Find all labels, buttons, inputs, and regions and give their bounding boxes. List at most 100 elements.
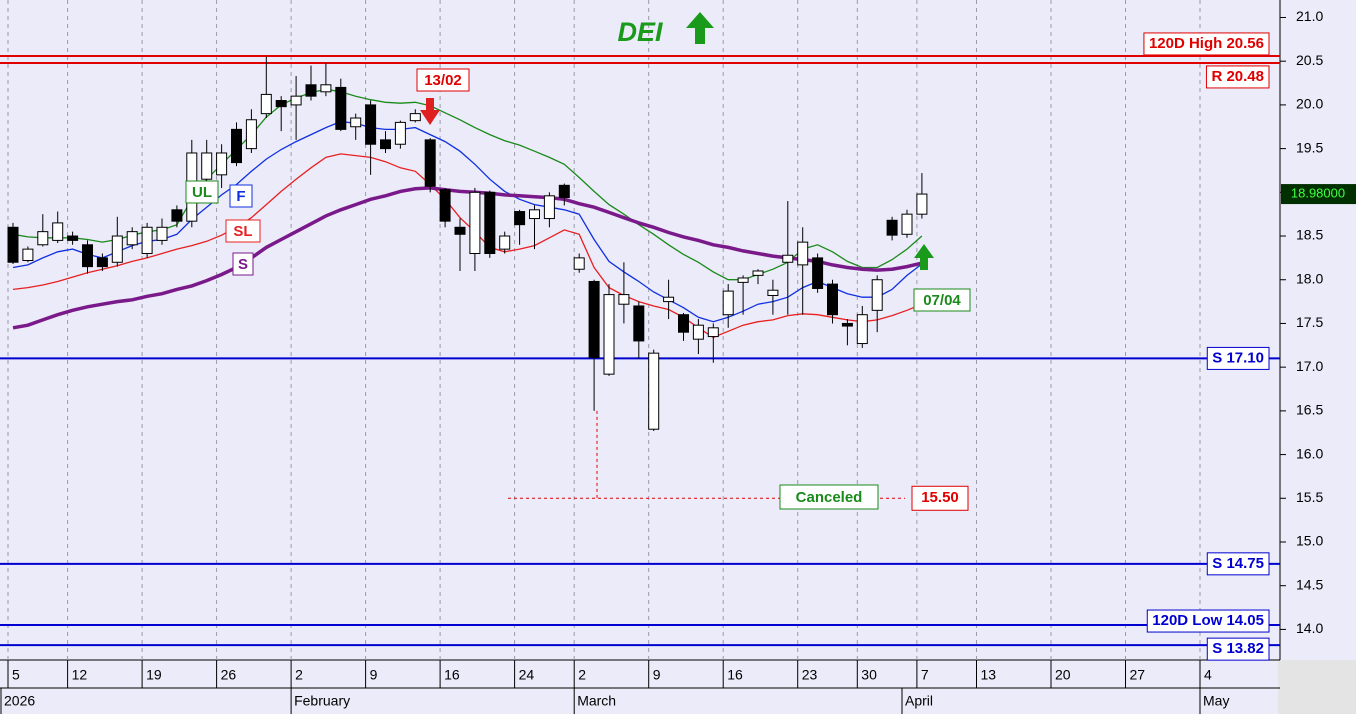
level-label-box bbox=[1146, 609, 1270, 633]
x-tick-label: 2 bbox=[295, 667, 303, 683]
y-tick-label: 21.0 bbox=[1296, 8, 1323, 24]
candle-body bbox=[588, 280, 600, 359]
candle-body bbox=[156, 226, 168, 241]
candle-body bbox=[409, 113, 421, 122]
candle-body bbox=[901, 213, 913, 235]
x-tick-label: 24 bbox=[519, 667, 535, 683]
last-price-label: 18.98000 bbox=[1291, 186, 1345, 201]
candle-body bbox=[886, 219, 898, 236]
candle-body bbox=[320, 84, 332, 93]
candle-body bbox=[260, 93, 272, 115]
candle-body bbox=[752, 270, 764, 276]
candle-body bbox=[96, 257, 108, 268]
candle-body bbox=[365, 104, 377, 145]
x-group-label: March bbox=[577, 693, 616, 709]
y-tick-label: 18.0 bbox=[1296, 270, 1323, 286]
candle-body bbox=[52, 222, 64, 241]
candle-body bbox=[529, 209, 540, 220]
candle-body bbox=[573, 257, 585, 270]
stop-label-box bbox=[911, 485, 969, 511]
series-line bbox=[12, 153, 923, 339]
candle-body bbox=[424, 139, 436, 187]
down-arrow bbox=[420, 98, 440, 125]
x-tick-label: 16 bbox=[727, 667, 743, 683]
candle-body bbox=[827, 283, 838, 316]
stop-label: 15.50 bbox=[921, 489, 959, 506]
candle-body bbox=[82, 244, 93, 268]
y-tick-label: 19.5 bbox=[1296, 139, 1323, 155]
candle-body bbox=[782, 254, 794, 263]
candle-body bbox=[737, 277, 749, 283]
candle-body bbox=[916, 193, 928, 215]
candle-body bbox=[871, 279, 883, 311]
status-label: Canceled bbox=[796, 489, 863, 506]
status-box bbox=[779, 484, 879, 510]
y-tick-label: 17.5 bbox=[1296, 314, 1323, 330]
x-tick-label: 7 bbox=[921, 667, 929, 683]
candle-body bbox=[126, 231, 138, 246]
series-tag-box bbox=[229, 184, 253, 208]
x-tick-label: 27 bbox=[1130, 667, 1146, 683]
candle-body bbox=[812, 257, 824, 289]
candle-body bbox=[648, 352, 660, 430]
candle-body bbox=[201, 152, 213, 180]
signal-label: 07/04 bbox=[923, 292, 961, 309]
x-tick-label: 2 bbox=[578, 667, 586, 683]
level-label-box bbox=[1143, 32, 1270, 56]
candle-body bbox=[797, 241, 809, 266]
y-tick-label: 16.0 bbox=[1296, 445, 1323, 461]
candle-body bbox=[245, 119, 257, 150]
candle-body bbox=[335, 86, 347, 130]
candle-body bbox=[216, 152, 228, 176]
x-tick-label: 9 bbox=[653, 667, 661, 683]
candle-body bbox=[275, 100, 287, 108]
level-label: 120D Low 14.05 bbox=[1152, 612, 1264, 629]
x-tick-label: 23 bbox=[802, 667, 818, 683]
candle-body bbox=[37, 231, 49, 246]
x-tick-label: 9 bbox=[370, 667, 378, 683]
level-label: R 20.48 bbox=[1211, 68, 1264, 85]
candle-body bbox=[380, 139, 391, 150]
candle-body bbox=[678, 314, 689, 333]
candle-body bbox=[454, 226, 466, 235]
candle-body bbox=[22, 248, 34, 262]
level-label: S 13.82 bbox=[1212, 640, 1264, 657]
candle-body bbox=[707, 327, 719, 338]
y-tick-label: 17.0 bbox=[1296, 358, 1323, 374]
candle-body bbox=[514, 211, 526, 226]
series-tag: SL bbox=[233, 223, 252, 240]
candle-body bbox=[350, 117, 362, 128]
y-tick-label: 20.5 bbox=[1296, 52, 1323, 68]
last-price-box bbox=[1281, 184, 1356, 205]
candle-body bbox=[469, 191, 481, 255]
x-tick-label: 5 bbox=[12, 667, 20, 683]
y-tick-label: 15.0 bbox=[1296, 533, 1323, 549]
y-tick-label: 14.0 bbox=[1296, 620, 1323, 636]
x-tick-label: 30 bbox=[861, 667, 877, 683]
level-label-box bbox=[1206, 552, 1270, 576]
x-tick-label: 4 bbox=[1204, 667, 1212, 683]
candle-body bbox=[67, 235, 79, 241]
series-line bbox=[12, 186, 923, 330]
up-arrow bbox=[686, 12, 714, 44]
series-tag: S bbox=[238, 256, 248, 273]
candle-body bbox=[7, 226, 19, 263]
x-tick-label: 19 bbox=[146, 667, 162, 683]
series-tag-box bbox=[225, 219, 261, 243]
candle-body bbox=[722, 290, 734, 316]
x-group-label: February bbox=[294, 693, 350, 709]
x-tick-label: 12 bbox=[72, 667, 88, 683]
y-tick-label: 15.5 bbox=[1296, 489, 1323, 505]
level-label: 120D High 20.56 bbox=[1149, 35, 1264, 52]
series-tag: UL bbox=[192, 184, 212, 201]
level-label-box bbox=[1206, 637, 1270, 661]
candle-body bbox=[141, 226, 153, 255]
candle-body bbox=[394, 121, 406, 145]
y-tick-label: 18.5 bbox=[1296, 227, 1323, 243]
candle-body bbox=[856, 314, 868, 345]
candle-body bbox=[633, 305, 645, 342]
y-tick-label: 20.0 bbox=[1296, 96, 1323, 112]
level-label-box bbox=[1205, 65, 1270, 89]
